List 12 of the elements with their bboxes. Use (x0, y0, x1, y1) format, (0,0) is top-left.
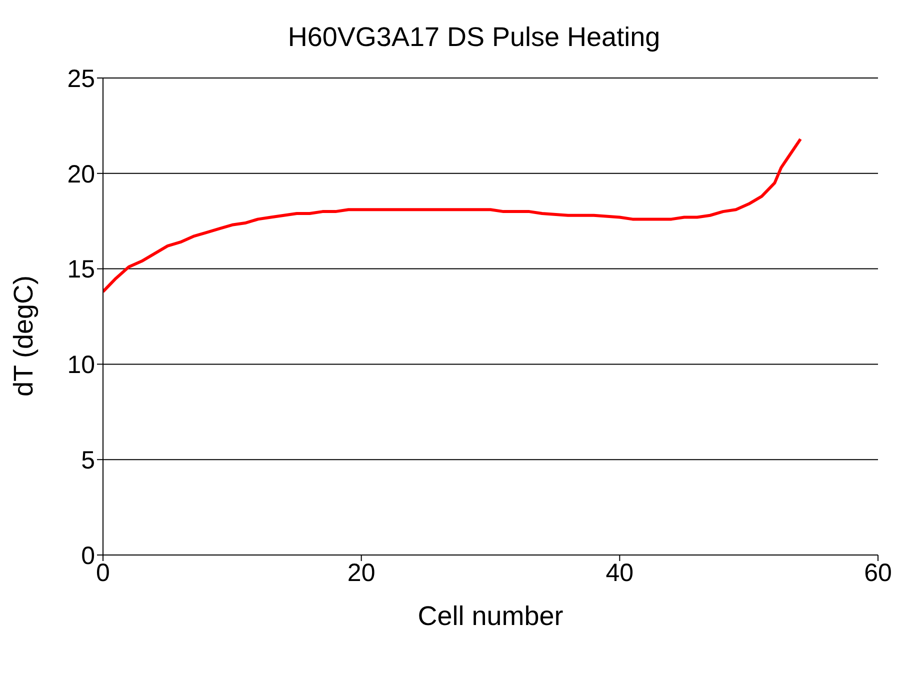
x-tick-label: 60 (864, 558, 892, 587)
x-axis-title: Cell number (418, 601, 564, 631)
y-tick-label: 20 (67, 160, 95, 188)
y-axis-title: dT (degC) (8, 275, 39, 396)
x-tick-label: 20 (347, 558, 376, 587)
y-tick-label: 15 (67, 256, 95, 284)
y-tick-label: 25 (67, 64, 95, 93)
line-series (103, 138, 802, 294)
x-tick-label: 40 (606, 558, 634, 587)
chart-title: H60VG3A17 DS Pulse Heating (286, 22, 662, 53)
y-tick-label: 10 (67, 351, 95, 380)
y-tick-label: 5 (81, 446, 95, 474)
